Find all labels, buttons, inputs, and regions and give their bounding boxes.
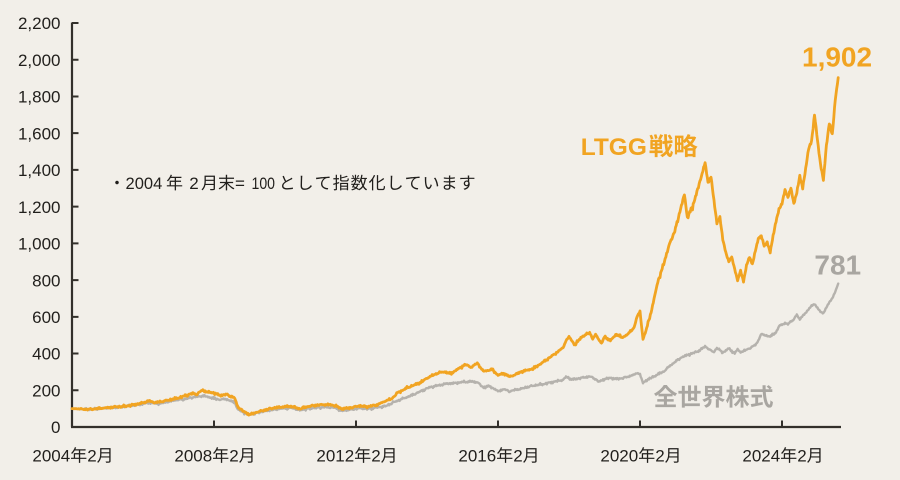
svg-text:1,400: 1,400 xyxy=(18,161,61,180)
svg-text:1,600: 1,600 xyxy=(18,124,61,143)
svg-text:2,200: 2,200 xyxy=(18,14,61,33)
svg-text:2020: 2020 xyxy=(600,447,638,466)
svg-text:=: = xyxy=(235,174,245,193)
svg-text:800: 800 xyxy=(32,271,60,290)
svg-text:400: 400 xyxy=(32,345,60,364)
svg-text:1,902: 1,902 xyxy=(802,41,872,72)
svg-text:600: 600 xyxy=(32,308,60,327)
svg-text:2: 2 xyxy=(229,447,238,466)
svg-text:781: 781 xyxy=(814,250,861,281)
svg-text:2: 2 xyxy=(655,447,664,466)
svg-text:2016: 2016 xyxy=(458,447,496,466)
svg-text:2004: 2004 xyxy=(126,174,163,193)
svg-text:2024: 2024 xyxy=(742,447,780,466)
svg-text:2: 2 xyxy=(513,447,522,466)
svg-text:LTGG: LTGG xyxy=(581,134,647,161)
svg-text:2: 2 xyxy=(87,447,96,466)
svg-text:2: 2 xyxy=(189,174,198,193)
svg-text:0: 0 xyxy=(51,418,60,437)
svg-text:1,200: 1,200 xyxy=(18,198,61,217)
svg-text:2004: 2004 xyxy=(32,447,70,466)
svg-text:2012: 2012 xyxy=(316,447,354,466)
svg-text:1,000: 1,000 xyxy=(18,235,61,254)
svg-text:100: 100 xyxy=(252,174,276,193)
svg-text:2: 2 xyxy=(797,447,806,466)
svg-text:200: 200 xyxy=(32,382,60,401)
svg-text:2,000: 2,000 xyxy=(18,51,61,70)
svg-text:1,800: 1,800 xyxy=(18,88,61,107)
svg-text:2: 2 xyxy=(371,447,380,466)
svg-text:2008: 2008 xyxy=(174,447,212,466)
